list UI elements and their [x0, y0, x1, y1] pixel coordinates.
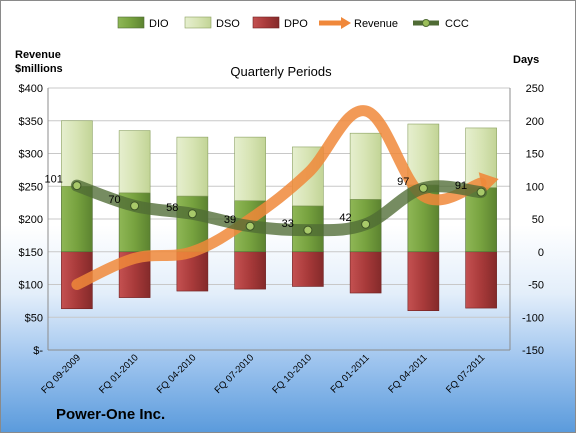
bar-dso [349, 132, 382, 200]
ccc-data-label: 39 [224, 214, 236, 226]
bar-dpo [407, 251, 440, 312]
left-axis-title-line2: $millions [15, 63, 63, 75]
right-tick-label: 150 [526, 149, 544, 161]
ccc-data-label: 42 [339, 212, 351, 224]
left-tick-label: $350 [19, 116, 43, 128]
legend-label-dio: DIO [149, 18, 169, 30]
category-label: FQ 07-2011 [444, 352, 487, 395]
bar-dso [118, 130, 151, 194]
ccc-data-label: 70 [108, 194, 120, 206]
ccc-data-label: 91 [455, 180, 467, 192]
ccc-line [70, 179, 488, 237]
legend: DIO DSO DPO Revenue CCC [117, 16, 469, 30]
right-tick-label: -50 [528, 280, 544, 292]
legend-item-ccc: CCC [413, 18, 469, 30]
category-label: FQ 01-2010 [97, 352, 141, 396]
ccc-data-label: 101 [45, 174, 63, 186]
left-tick-label: $300 [19, 149, 43, 161]
ccc-data-label: 58 [166, 202, 178, 214]
bar-dio [465, 187, 497, 253]
legend-item-revenue: Revenue [319, 17, 398, 30]
company-name: Power-One Inc. [56, 406, 165, 423]
right-tick-label: 100 [526, 181, 544, 193]
category-label: FQ 10-2010 [270, 352, 314, 396]
ccc-point [72, 181, 82, 191]
category-label: FQ 07-2010 [213, 352, 257, 396]
ccc-point [418, 183, 428, 193]
bar-dso [176, 136, 209, 197]
chart-title: Quarterly Periods [230, 64, 332, 79]
left-tick-label: $250 [19, 181, 43, 193]
legend-label-dso: DSO [216, 18, 240, 30]
right-tick-label: -100 [522, 312, 544, 324]
left-tick-label: $50 [25, 312, 43, 324]
bar-dio [61, 185, 93, 253]
left-tick-label: $- [33, 345, 43, 357]
legend-label-ccc: CCC [445, 18, 469, 30]
ccc-point [303, 225, 313, 235]
ccc-point [361, 219, 371, 229]
right-tick-label: 0 [538, 247, 544, 259]
left-axis-title-line1: Revenue [15, 49, 61, 61]
ccc-point [187, 209, 197, 219]
right-axis-title: Days [513, 54, 539, 66]
category-label: FQ 04-2011 [386, 352, 429, 395]
bar-dpo [349, 251, 382, 294]
legend-item-dio: DIO [117, 16, 169, 30]
bar-dpo [465, 251, 497, 309]
left-tick-label: $150 [19, 247, 43, 259]
ccc-point [245, 221, 255, 231]
right-tick-label: 50 [532, 214, 544, 226]
category-label: FQ 04-2010 [155, 352, 199, 396]
right-tick-label: -150 [522, 345, 544, 357]
legend-label-revenue: Revenue [354, 18, 398, 30]
bar-dpo [292, 251, 324, 287]
bar-dpo [234, 251, 266, 290]
right-tick-label: 200 [526, 116, 544, 128]
category-label: FQ 09-2009 [39, 352, 83, 396]
ccc-point [130, 201, 140, 211]
ccc-data-label: 33 [282, 218, 294, 230]
legend-item-dpo: DPO [252, 16, 308, 30]
ccc-data-label: 97 [397, 176, 409, 188]
legend-item-dso: DSO [184, 16, 240, 30]
left-tick-label: $100 [19, 280, 43, 292]
left-tick-label: $200 [19, 214, 43, 226]
bar-dso [234, 136, 266, 201]
left-tick-label: $400 [19, 83, 43, 95]
plot-area: $- -150 $50 -100 $100 -50 $150 0 $200 50 $250 100 $3… [19, 83, 544, 396]
legend-label-dpo: DPO [284, 18, 308, 30]
bar-dso [61, 120, 93, 187]
ccc-point [476, 187, 486, 197]
category-label: FQ 01-2011 [329, 352, 372, 395]
right-tick-label: 250 [526, 83, 544, 95]
